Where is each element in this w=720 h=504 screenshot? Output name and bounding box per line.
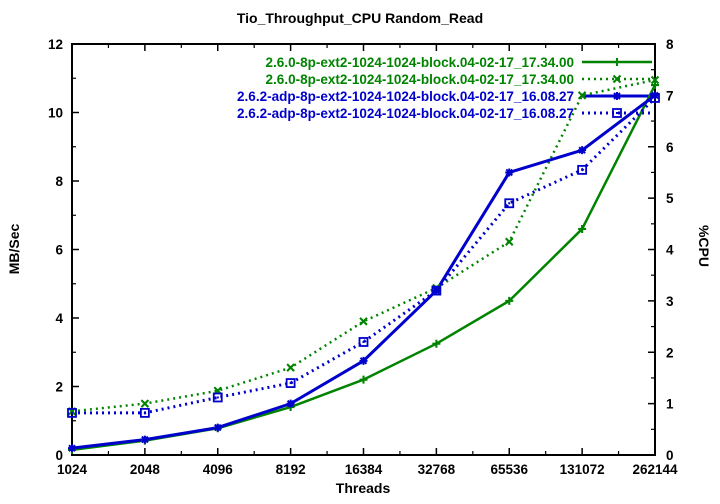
y-right-tick-label: 5 xyxy=(666,191,674,206)
plus-marker xyxy=(359,375,368,384)
asterisk-marker xyxy=(359,356,368,365)
plus-marker xyxy=(651,81,659,90)
asterisk-marker xyxy=(140,435,149,444)
square-marker xyxy=(358,337,369,347)
y-right-tick-label: 6 xyxy=(666,140,674,155)
asterisk-marker xyxy=(213,423,222,432)
y-left-tick-label: 10 xyxy=(48,106,63,121)
plus-marker xyxy=(505,296,514,305)
cross-marker xyxy=(650,75,660,85)
chart-title: Tio_Throughput_CPU Random_Read xyxy=(236,10,484,26)
square-marker-dot xyxy=(71,411,73,414)
series-line xyxy=(71,94,656,450)
y-left-tick-label: 0 xyxy=(55,448,63,463)
y-left-tick-label: 8 xyxy=(55,174,63,189)
square-marker-dot xyxy=(435,289,438,292)
x-tick-label: 131072 xyxy=(560,462,605,477)
plus-marker xyxy=(432,339,441,348)
y-left-tick-label: 2 xyxy=(55,380,63,395)
square-marker xyxy=(67,407,77,418)
square-marker xyxy=(504,198,515,209)
square-marker xyxy=(285,378,296,388)
y-right-tick-label: 8 xyxy=(666,37,674,52)
square-marker-dot xyxy=(362,340,365,343)
square-marker xyxy=(577,164,588,175)
cross-marker xyxy=(505,237,514,247)
y-right-tick-label: 7 xyxy=(666,88,674,103)
square-marker-dot xyxy=(216,396,219,399)
asterisk-marker xyxy=(613,92,621,100)
x-tick-label: 4096 xyxy=(203,462,234,477)
series-line xyxy=(72,96,657,415)
y-right-tick-label: 4 xyxy=(666,243,674,258)
legend-label: 2.6.2-adp-8p-ext2-1024-1024-block.04-02-… xyxy=(237,89,574,104)
cross-marker xyxy=(140,399,150,408)
legend-label: 2.6.2-adp-8p-ext2-1024-1024-block.04-02-… xyxy=(237,106,574,121)
y-right-tick-label: 1 xyxy=(666,397,674,412)
y-right-tick-label: 3 xyxy=(666,294,674,309)
square-marker-dot xyxy=(143,411,146,414)
square-marker xyxy=(612,108,622,118)
square-marker-dot xyxy=(508,202,511,205)
x-tick-label: 16384 xyxy=(345,462,383,477)
legend-label: 2.6.0-8p-ext2-1024-1024-block.04-02-17_1… xyxy=(266,72,574,87)
square-marker xyxy=(212,392,223,403)
plus-marker xyxy=(578,224,587,233)
y-right-tick-label: 0 xyxy=(666,448,674,463)
x-axis-label: Threads xyxy=(335,480,391,496)
square-marker xyxy=(431,285,442,296)
x-tick-label: 1024 xyxy=(57,462,88,477)
asterisk-marker xyxy=(68,444,76,453)
cross-marker xyxy=(286,363,295,372)
legend-label: 2.6.0-8p-ext2-1024-1024-block.04-02-17_1… xyxy=(266,55,574,70)
plus-marker xyxy=(613,58,621,66)
y-left-tick-label: 12 xyxy=(48,37,63,52)
x-tick-label: 8192 xyxy=(276,462,306,477)
x-tick-label: 262144 xyxy=(632,462,678,477)
x-tick-label: 2048 xyxy=(130,462,161,477)
y-left-tick-label: 6 xyxy=(55,243,63,258)
cross-marker xyxy=(359,317,368,326)
y-left-tick-label: 4 xyxy=(55,311,63,326)
asterisk-marker xyxy=(505,168,514,177)
cross-marker xyxy=(577,91,587,100)
x-tick-label: 32768 xyxy=(418,462,456,477)
square-marker-dot xyxy=(289,382,292,385)
asterisk-marker xyxy=(578,146,587,155)
cross-marker xyxy=(612,74,622,84)
square-marker-dot xyxy=(581,168,584,171)
square-marker-dot xyxy=(654,96,656,99)
series-line xyxy=(71,84,657,452)
series-line xyxy=(71,78,656,413)
x-tick-label: 65536 xyxy=(490,462,528,477)
square-marker-dot xyxy=(616,112,618,114)
square-marker xyxy=(139,407,150,418)
asterisk-marker xyxy=(286,399,295,408)
square-marker xyxy=(650,93,660,103)
y-right-tick-label: 2 xyxy=(666,345,674,360)
asterisk-marker xyxy=(651,91,659,100)
